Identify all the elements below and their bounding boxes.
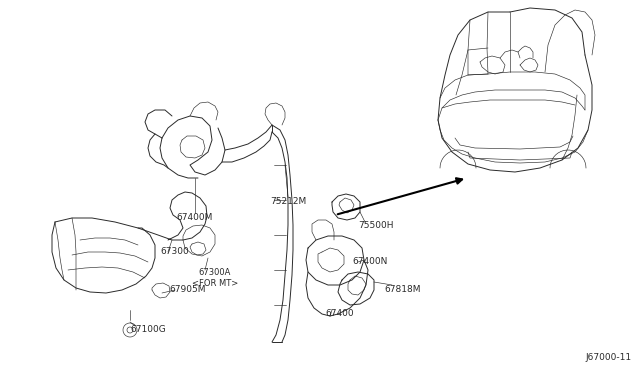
Text: 67300: 67300: [161, 247, 189, 257]
Text: 67100G: 67100G: [130, 326, 166, 334]
Text: 67300A
<FOR MT>: 67300A <FOR MT>: [192, 268, 238, 288]
Text: 75212M: 75212M: [270, 198, 306, 206]
Text: 67400N: 67400N: [352, 257, 388, 266]
Text: J67000-11: J67000-11: [586, 353, 632, 362]
Text: 67400M: 67400M: [177, 214, 213, 222]
Text: 67905M: 67905M: [170, 285, 206, 295]
Text: 67400: 67400: [326, 310, 355, 318]
Text: 67818M: 67818M: [385, 285, 421, 295]
Text: 75500H: 75500H: [358, 221, 394, 230]
